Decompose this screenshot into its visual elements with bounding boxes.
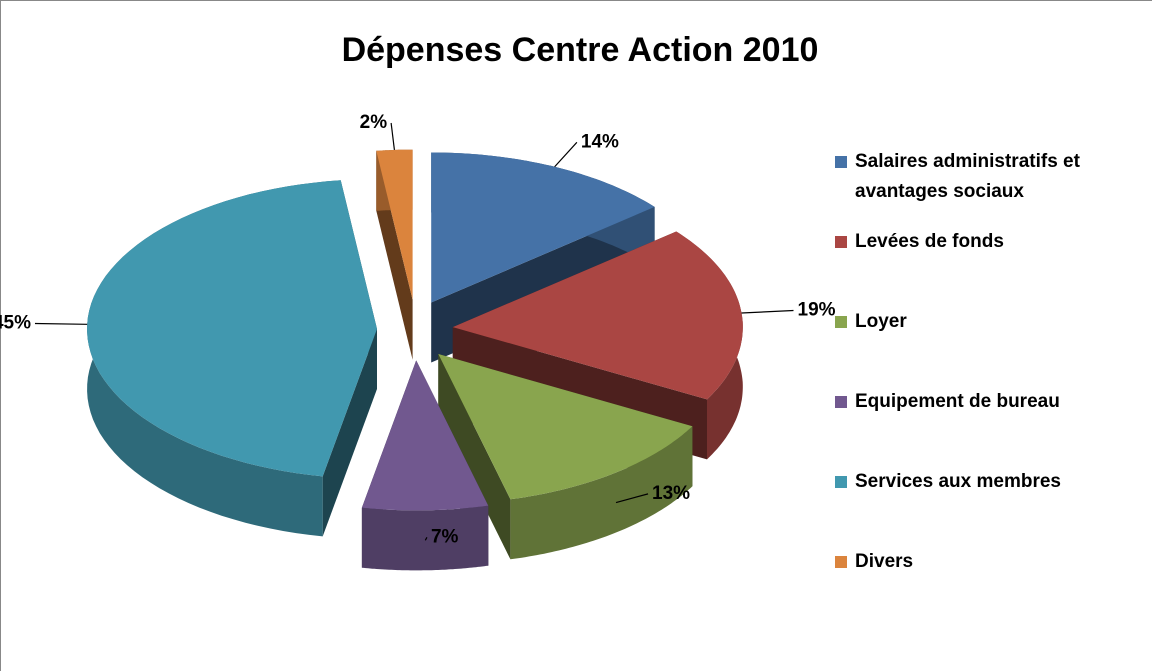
leader-line [554, 141, 578, 168]
chart-title: Dépenses Centre Action 2010 [342, 31, 819, 69]
slice [87, 180, 377, 537]
data-label: 13% [652, 483, 690, 504]
legend-label: Divers [855, 551, 914, 572]
data-label: 2% [360, 112, 388, 133]
slice-top [452, 231, 743, 400]
legend-item: Services aux membres [835, 467, 1125, 497]
leader-line [424, 537, 428, 541]
slice-top [361, 360, 489, 511]
slice-wall [510, 426, 693, 560]
slice [376, 149, 413, 360]
legend-label: Equipement de bureau [855, 391, 1060, 412]
slice [438, 354, 693, 560]
legend-swatch [835, 476, 847, 488]
legend-swatch [835, 396, 847, 408]
slice [361, 360, 489, 571]
legend-item: Levées de fonds [835, 227, 1125, 257]
leader-line [34, 322, 88, 325]
slice-top [438, 354, 693, 500]
legend-label: Loyer [855, 311, 907, 332]
legend-label: Services aux membres [855, 471, 1061, 492]
leader-line [741, 309, 794, 314]
data-label: 45% [0, 313, 31, 334]
slice-top [376, 149, 413, 300]
slice-top [87, 180, 377, 477]
legend-label: Levées de fonds [855, 231, 1004, 252]
legend-swatch [835, 156, 847, 168]
legend-item: Equipement de bureau [835, 387, 1125, 417]
legend-swatch [835, 556, 847, 568]
legend-swatch [835, 236, 847, 248]
leader-line [615, 493, 649, 504]
data-label: 7% [431, 526, 459, 547]
legend-item: Loyer [835, 307, 1125, 337]
legend-item: Salaires administratifs et avantages soc… [835, 147, 1125, 207]
slice-wall [361, 505, 489, 571]
data-label: 19% [798, 299, 836, 320]
slice-side [322, 329, 377, 537]
data-label: 14% [581, 131, 619, 152]
legend-label: Salaires administratifs et avantages soc… [855, 151, 1080, 202]
legend-item: Divers [835, 547, 1125, 577]
legend-swatch [835, 316, 847, 328]
slice-side [438, 354, 511, 560]
leader-line [390, 122, 396, 151]
slice-top [431, 152, 655, 303]
